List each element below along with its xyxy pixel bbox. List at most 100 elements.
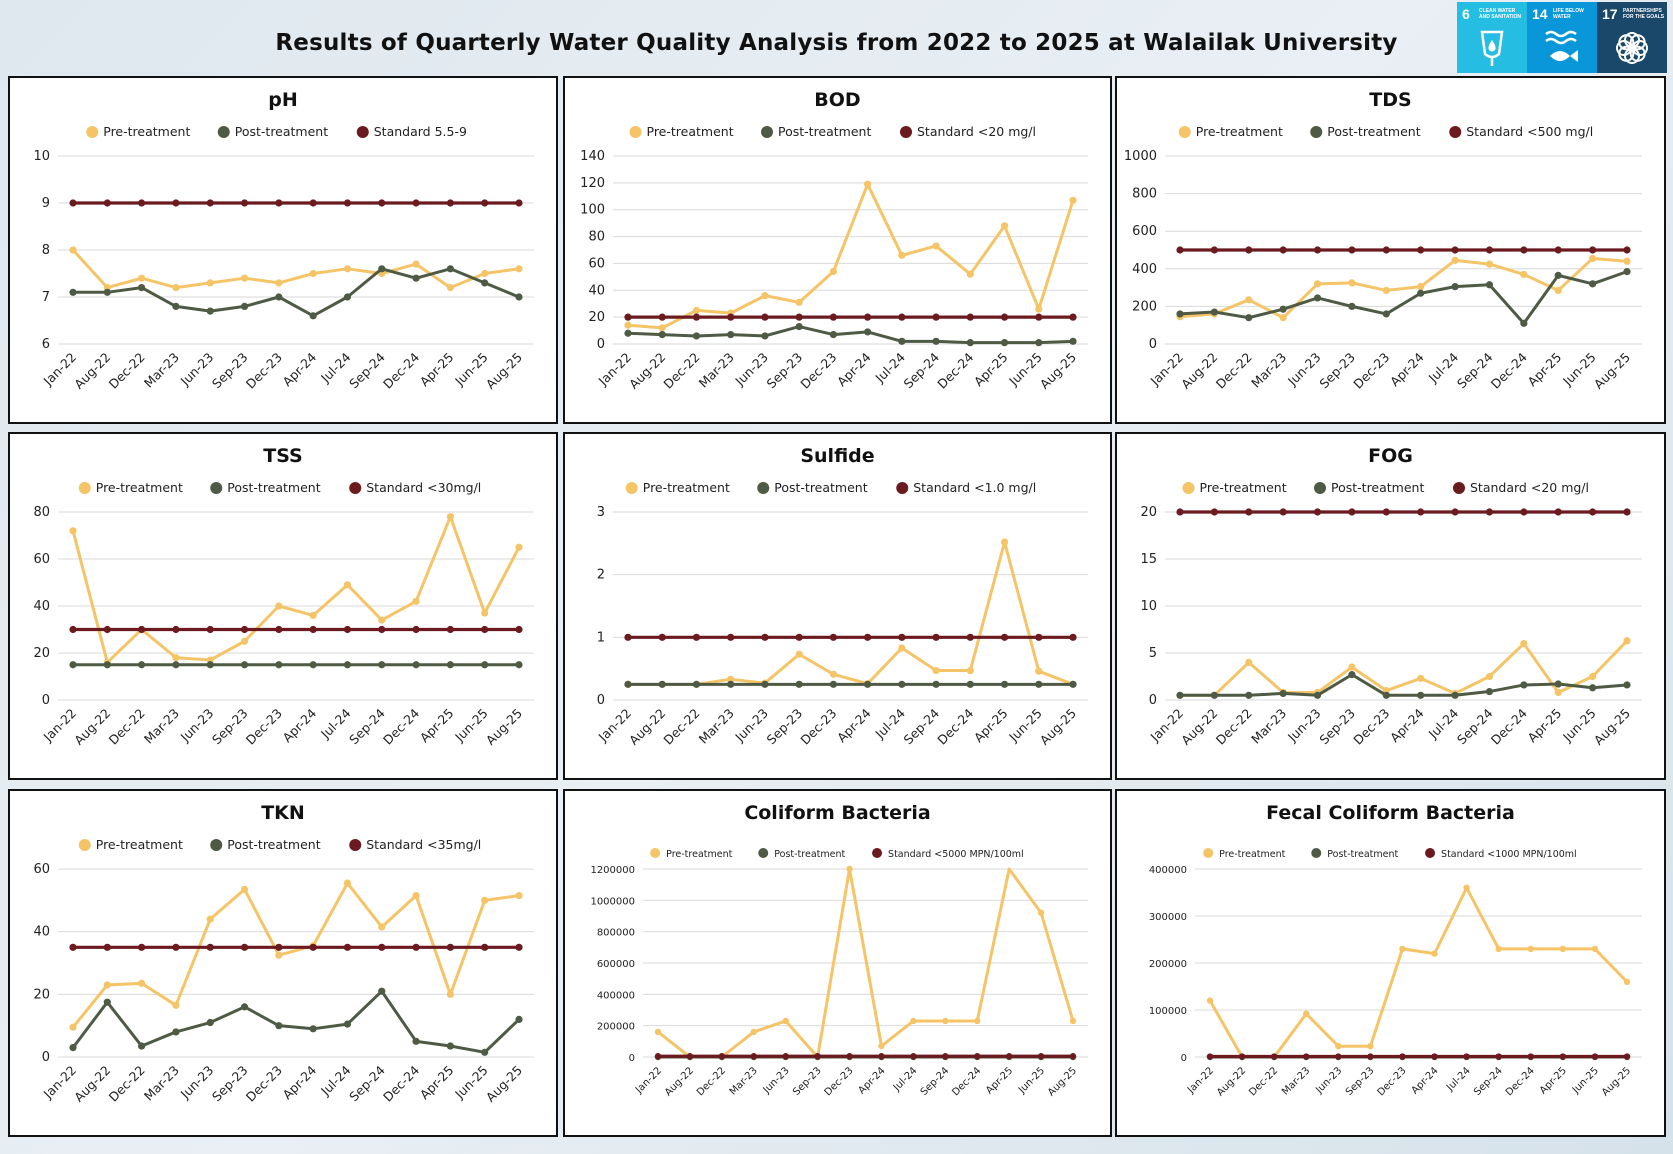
coliform-bacteria-x-tick-label: Jun-23: [761, 1065, 792, 1096]
tds-y-tick-label: 0: [1149, 337, 1157, 352]
tkn-point-pre-treatment: [275, 952, 282, 959]
sulfide-point-standard: [761, 634, 768, 641]
bod-point-standard: [864, 314, 871, 321]
bod-point-pre-treatment: [659, 324, 666, 331]
tds-point-standard: [1245, 246, 1252, 253]
ph-point-post-treatment: [378, 265, 385, 272]
tkn-point-pre-treatment: [447, 991, 454, 998]
fecal-coliform-bacteria-point-pre-treatment: [1528, 946, 1534, 952]
tss-x-tick-label: Apr-24: [280, 705, 320, 745]
bod-point-pre-treatment: [624, 322, 631, 329]
fecal-coliform-bacteria-x-tick-label: Dec-22: [1247, 1065, 1280, 1098]
tds-y-tick-label: 200: [1132, 299, 1157, 314]
tkn-point-post-treatment: [310, 1025, 317, 1032]
bod-chart: BODPre-treatment Post-treatment Standard <…: [565, 78, 1110, 422]
bod-point-pre-treatment: [1035, 305, 1042, 312]
ph-point-standard: [310, 199, 317, 206]
fog-y-tick-label: 5: [1149, 646, 1157, 661]
tkn-point-post-treatment: [241, 1003, 248, 1010]
tkn-point-standard: [172, 944, 179, 951]
tss-point-pre-treatment: [310, 612, 317, 619]
tkn-point-post-treatment: [275, 1022, 282, 1029]
coliform-bacteria-point-standard: [782, 1053, 788, 1059]
fecal-coliform-bacteria-y-tick-label: 100000: [1149, 1006, 1187, 1017]
tkn-point-post-treatment: [412, 1038, 419, 1045]
sdg-14-badge: 14 LIFE BELOW WATER: [1527, 2, 1597, 73]
bod-x-tick-label: Sep-23: [764, 350, 806, 392]
sulfide-y-tick-label: 1: [597, 630, 605, 645]
ph-point-pre-treatment: [69, 246, 76, 253]
bod-point-standard: [967, 314, 974, 321]
tkn-x-tick-label: Sep-23: [209, 1063, 251, 1105]
bod-x-tick-label: Dec-23: [797, 350, 839, 392]
coliform-bacteria-y-tick-label: 600000: [597, 959, 635, 970]
fecal-coliform-bacteria-chart-title: Fecal Coliform Bacteria: [1266, 802, 1515, 824]
tds-point-standard: [1589, 246, 1596, 253]
ph-point-standard: [138, 199, 145, 206]
bod-point-standard: [761, 314, 768, 321]
fecal-coliform-bacteria-point-standard: [1303, 1053, 1309, 1059]
tds-point-standard: [1417, 246, 1424, 253]
coliform-bacteria-point-standard: [974, 1053, 980, 1059]
bod-point-pre-treatment: [693, 307, 700, 314]
sulfide-point-pre-treatment: [932, 667, 939, 674]
tss-legend-label-post-treatment: Post-treatment: [227, 480, 320, 495]
fog-x-tick-label: Dec-24: [1488, 705, 1530, 747]
sulfide-legend-label-post-treatment: Post-treatment: [774, 480, 867, 495]
tss-legend-label-pre-treatment: Pre-treatment: [96, 480, 183, 495]
coliform-bacteria-x-tick-label: Mar-23: [728, 1065, 760, 1097]
coliform-bacteria-x-tick-label: Jun-25: [1016, 1065, 1047, 1096]
fog-legend-marker-pre-treatment: [1183, 482, 1195, 494]
bod-point-post-treatment: [624, 330, 631, 337]
bod-legend-marker-pre-treatment: [630, 126, 642, 138]
bod-legend-label-pre-treatment: Pre-treatment: [647, 124, 734, 139]
ph-point-standard: [378, 199, 385, 206]
bod-point-post-treatment: [864, 328, 871, 335]
fecal-coliform-bacteria-point-standard: [1592, 1053, 1598, 1059]
tss-point-pre-treatment: [378, 617, 385, 624]
tkn-x-tick-label: Apr-25: [417, 1063, 457, 1103]
fog-legend-label-pre-treatment: Pre-treatment: [1200, 480, 1287, 495]
bod-point-pre-treatment: [967, 271, 974, 278]
sulfide-x-tick-label: Aug-25: [1037, 706, 1079, 748]
ph-x-tick-label: Dec-23: [243, 350, 285, 392]
tkn-line-pre-treatment: [73, 883, 519, 1027]
bod-line-pre-treatment: [628, 184, 1073, 328]
tkn-x-tick-label: Apr-24: [280, 1062, 320, 1102]
fecal-coliform-bacteria-point-standard: [1528, 1053, 1534, 1059]
tds-x-tick-label: Aug-22: [1178, 350, 1220, 392]
ph-x-tick-label: Mar-23: [141, 350, 182, 391]
coliform-bacteria-point-pre-treatment: [878, 1043, 884, 1049]
tds-point-pre-treatment: [1520, 271, 1527, 278]
fecal-coliform-bacteria-point-standard: [1335, 1053, 1341, 1059]
fog-point-post-treatment: [1486, 688, 1493, 695]
tds-point-pre-treatment: [1280, 314, 1287, 321]
sulfide-point-pre-treatment: [967, 667, 974, 674]
bod-y-tick-label: 120: [580, 176, 605, 191]
bod-y-tick-label: 60: [588, 256, 605, 271]
fecal-coliform-chart: Fecal Coliform Bacteria Pre-treatment Post…: [1117, 791, 1664, 1135]
coliform-bacteria-point-standard: [846, 1053, 852, 1059]
sulfide-chart-title: Sulfide: [800, 445, 874, 467]
tds-x-tick-label: Apr-24: [1387, 349, 1427, 389]
ph-y-tick-label: 8: [42, 243, 50, 258]
ph-point-post-treatment: [172, 303, 179, 310]
sulfide-x-tick-label: Dec-24: [934, 705, 976, 747]
tds-point-pre-treatment: [1486, 261, 1493, 268]
tss-point-pre-treatment: [515, 544, 522, 551]
bod-y-tick-label: 100: [580, 203, 605, 218]
bod-point-post-treatment: [898, 338, 905, 345]
bod-legend-label-standard: Standard <20 mg/l: [917, 124, 1036, 139]
tkn-point-pre-treatment: [481, 897, 488, 904]
bod-point-pre-treatment: [796, 299, 803, 306]
sulfide-legend-label-standard: Standard <1.0 mg/l: [913, 480, 1036, 495]
ph-x-tick-label: Dec-22: [106, 350, 148, 392]
fecal-coliform-bacteria-point-pre-treatment: [1495, 946, 1501, 952]
bod-point-standard: [1001, 314, 1008, 321]
tkn-point-standard: [378, 944, 385, 951]
fecal-coliform-bacteria-point-standard: [1271, 1053, 1277, 1059]
bod-x-tick-label: Aug-22: [626, 350, 668, 392]
bod-point-post-treatment: [1001, 339, 1008, 346]
fecal-coliform-bacteria-point-standard: [1431, 1053, 1437, 1059]
tss-point-post-treatment: [172, 661, 179, 668]
